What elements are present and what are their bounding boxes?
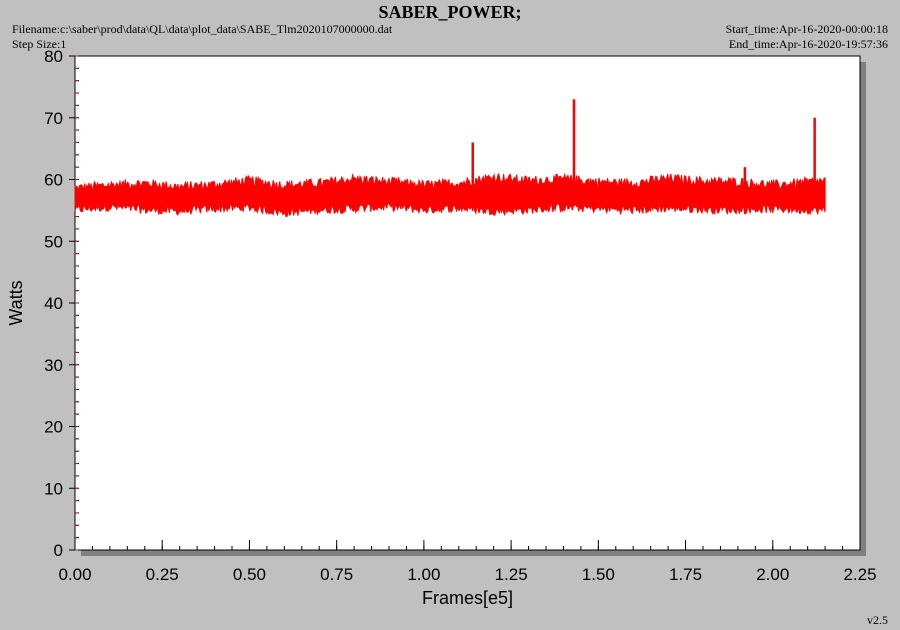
x-axis-label: Frames[e5] [422,588,513,608]
x-tick-label: 0.00 [58,565,91,584]
end-time-label: End_time:Apr-16-2020-19:57:36 [728,37,888,51]
filename-label: Filename:c:\saber\prod\data\QL\data\plot… [12,22,393,36]
y-tick-label: 0 [54,541,63,560]
y-tick-label: 50 [44,232,63,251]
y-tick-label: 20 [44,418,63,437]
x-tick-label: 2.25 [843,565,876,584]
y-axis-label: Watts [6,280,26,325]
x-tick-label: 0.25 [146,565,179,584]
x-tick-label: 1.50 [582,565,615,584]
y-tick-label: 10 [44,479,63,498]
series-band [74,172,826,218]
start-time-label: Start_time:Apr-16-2020-00:00:18 [725,22,888,36]
x-tick-label: 1.00 [407,565,440,584]
y-tick-label: 40 [44,294,63,313]
y-tick-label: 80 [44,47,63,66]
x-tick-label: 1.25 [495,565,528,584]
y-tick-label: 70 [44,109,63,128]
x-tick-label: 2.00 [756,565,789,584]
plot-area [74,55,861,551]
y-tick-label: 60 [44,171,63,190]
y-tick-label: 30 [44,356,63,375]
step-size-label: Step Size:1 [12,37,67,51]
x-tick-label: 0.75 [320,565,353,584]
chart-title: SABER_POWER; [378,2,522,22]
x-tick-label: 1.75 [669,565,702,584]
version-label: v2.5 [867,613,888,627]
x-tick-label: 0.50 [233,565,266,584]
